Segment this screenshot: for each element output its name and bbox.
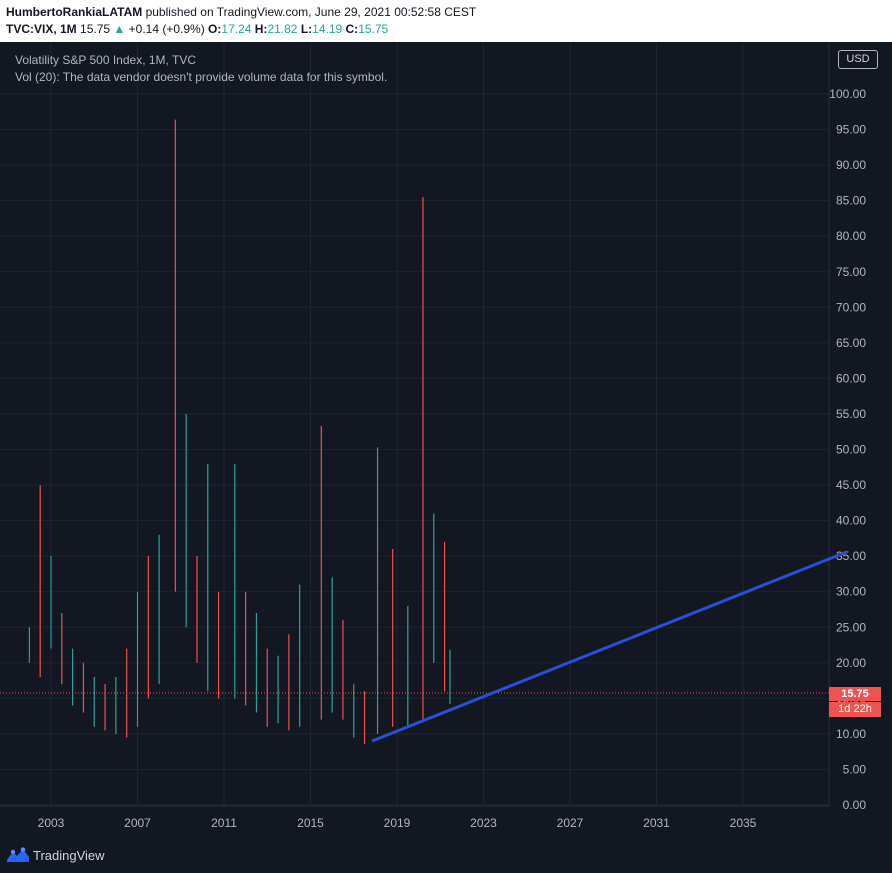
y-tick-label: 55.00 — [836, 407, 866, 421]
price-change: +0.14 (+0.9%) — [128, 22, 205, 36]
y-tick-label: 95.00 — [836, 123, 866, 137]
bar-countdown-tag: 1d 22h — [829, 702, 881, 717]
ohlc-summary: TVC:VIX, 1M 15.75 ▲ +0.14 (+0.9%) O:17.2… — [6, 22, 388, 36]
x-tick-label: 2011 — [211, 816, 237, 830]
open-value: 17.24 — [221, 22, 252, 36]
close-value: 15.75 — [358, 22, 389, 36]
y-tick-label: 70.00 — [836, 300, 866, 314]
high-label: H: — [254, 22, 268, 36]
y-tick-label: 0.00 — [843, 798, 867, 812]
close-label: C: — [345, 22, 359, 36]
y-tick-label: 90.00 — [836, 158, 866, 172]
x-tick-label: 2027 — [557, 816, 584, 830]
y-tick-label: 75.00 — [836, 265, 866, 279]
high-value: 21.82 — [267, 22, 298, 36]
footer-bar: TradingView — [0, 838, 892, 873]
volume-notice: Vol (20): The data vendor doesn't provid… — [15, 70, 388, 84]
currency-button[interactable]: USD — [838, 50, 878, 69]
y-tick-label: 50.00 — [836, 443, 866, 457]
y-tick-label: 60.00 — [836, 371, 866, 385]
y-tick-label: 5.00 — [843, 762, 867, 776]
series-legend-title[interactable]: Volatility S&P 500 Index, 1M, TVC — [15, 53, 196, 67]
low-label: L: — [300, 22, 313, 36]
x-tick-label: 2035 — [730, 816, 757, 830]
x-tick-label: 2015 — [297, 816, 324, 830]
y-tick-label: 65.00 — [836, 336, 866, 350]
chart-area[interactable]: 0.005.0010.0015.0020.0025.0030.0035.0040… — [0, 42, 892, 838]
y-tick-label: 100.00 — [829, 87, 866, 101]
x-tick-label: 2023 — [470, 816, 497, 830]
price-chart[interactable]: 0.005.0010.0015.0020.0025.0030.0035.0040… — [0, 42, 892, 838]
y-tick-label: 80.00 — [836, 229, 866, 243]
x-tick-label: 2003 — [38, 816, 65, 830]
y-tick-label: 20.00 — [836, 656, 866, 670]
brand-name[interactable]: TradingView — [33, 848, 105, 863]
open-label: O: — [208, 22, 222, 36]
chart-header: HumbertoRankiaLATAM published on Trading… — [0, 0, 892, 42]
y-tick-label: 30.00 — [836, 585, 866, 599]
y-tick-label: 10.00 — [836, 727, 866, 741]
trend-line — [371, 550, 848, 743]
y-tick-label: 25.00 — [836, 620, 866, 634]
y-tick-label: 85.00 — [836, 194, 866, 208]
x-tick-label: 2007 — [124, 816, 151, 830]
x-tick-label: 2031 — [643, 816, 670, 830]
y-tick-label: 40.00 — [836, 514, 866, 528]
x-tick-label: 2019 — [384, 816, 411, 830]
author-name[interactable]: HumbertoRankiaLATAM — [6, 5, 143, 19]
low-value: 14.19 — [312, 22, 343, 36]
y-tick-label: 35.00 — [836, 549, 866, 563]
y-tick-label: 45.00 — [836, 478, 866, 492]
tradingview-logo-icon[interactable] — [6, 847, 30, 863]
up-arrow-icon: ▲ — [113, 22, 126, 36]
last-price-tag: 15.75 — [829, 687, 881, 701]
publish-info: HumbertoRankiaLATAM published on Trading… — [6, 5, 476, 19]
last-price: 15.75 — [80, 22, 111, 36]
published-text: published on TradingView.com, June 29, 2… — [145, 5, 477, 19]
symbol-label: TVC:VIX, 1M — [6, 22, 77, 36]
